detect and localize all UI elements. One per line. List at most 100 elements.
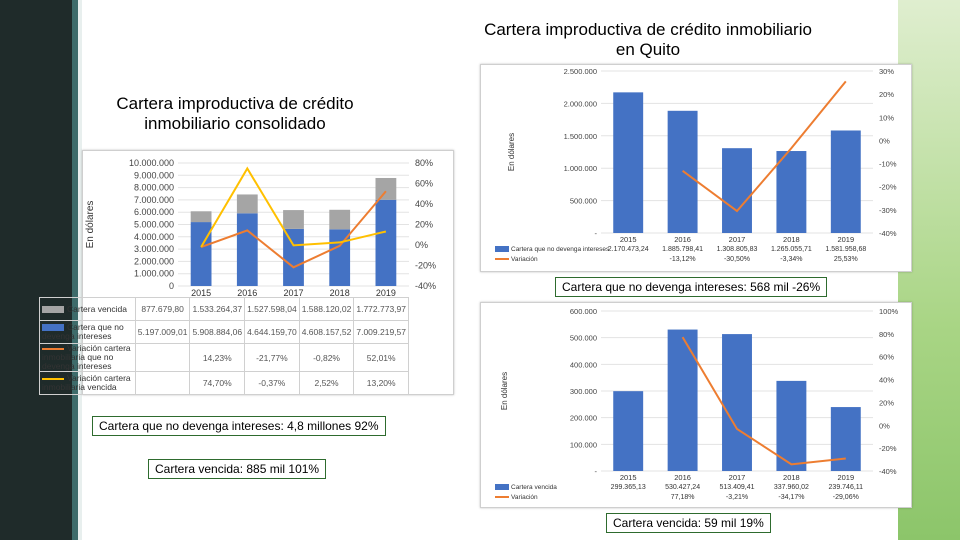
data-label: -3,21% <box>726 494 748 501</box>
bar <box>283 210 304 229</box>
y-tick-label: - <box>595 229 598 238</box>
bar <box>329 209 351 230</box>
y-tick-label: 10.000.000 <box>129 158 174 168</box>
y2-tick-label: 0% <box>879 136 890 145</box>
x-tick-label: 2015 <box>620 473 637 482</box>
title-quito: Cartera improductiva de crédito inmobili… <box>484 20 812 59</box>
y-tick-label: 1.000.000 <box>564 164 597 173</box>
table-row: Cartera vencida 877.679,80 1.533.264,37 1.5… <box>39 297 409 321</box>
bar <box>722 148 752 233</box>
y-axis-label: En dólares <box>500 372 509 410</box>
data-label: -30,50% <box>724 256 750 263</box>
legend-entry: Cartera que no devenga intereses <box>39 320 136 344</box>
table-cell: 1.527.598,04 <box>244 297 300 321</box>
series-line <box>200 166 387 248</box>
table-cell: 2,52% <box>298 371 355 395</box>
legend-entry: Variación cartera inmobiliaria vencida <box>39 371 136 395</box>
bar <box>236 213 258 286</box>
table-cell <box>134 371 191 395</box>
y-tick-label: 600.000 <box>570 307 597 316</box>
y-tick-label: - <box>595 467 598 476</box>
data-label: -13,12% <box>670 256 696 263</box>
y2-tick-label: 80% <box>879 330 894 339</box>
y-axis-label: En dólares <box>85 201 96 249</box>
table-cell: 5.197.009,01 <box>134 320 191 344</box>
legend-label: Cartera vencida <box>67 303 128 314</box>
bar <box>613 92 644 233</box>
y2-tick-label: 20% <box>879 90 894 99</box>
bar <box>375 199 397 286</box>
y2-tick-label: 0% <box>879 421 890 430</box>
data-label: 513.409,41 <box>719 484 754 491</box>
y2-tick-label: -40% <box>879 467 897 476</box>
caption-vencida-quito: Cartera vencida: 59 mil 19% <box>606 513 771 533</box>
table-cell: 1.772.773,97 <box>353 297 409 321</box>
table-cell: 14,23% <box>189 343 246 372</box>
table-cell: -0,82% <box>298 343 355 372</box>
data-label: 1.308.805,83 <box>717 246 758 253</box>
y-tick-label: 8.000.000 <box>134 183 174 193</box>
y-tick-label: 3.000.000 <box>134 244 174 254</box>
bar <box>283 228 304 286</box>
table-cell: 74,70% <box>189 371 246 395</box>
bar <box>667 329 698 471</box>
y-tick-label: 500.000 <box>570 197 597 206</box>
left-dark-panel <box>0 0 72 540</box>
legend-swatch <box>495 246 509 252</box>
legend-entry: Cartera vencida <box>39 297 136 321</box>
x-tick-label: 2017 <box>729 235 746 244</box>
table-cell: 1.588.120,02 <box>298 297 355 321</box>
data-label: 530.427,24 <box>665 484 700 491</box>
bar <box>830 130 861 233</box>
data-label: 25,53% <box>834 256 858 263</box>
bar <box>375 177 397 200</box>
table-row: Variación cartera inmobiliaria vencida 74… <box>39 371 409 395</box>
y2-tick-label: 80% <box>415 158 433 168</box>
table-row: Variación cartera inmobiliaria que no de… <box>39 343 409 372</box>
chart-quito-vencida-svg: 600.000 500.000 400.000 300.000 200.000 100.0… <box>495 307 899 501</box>
table-cell: -21,77% <box>244 343 300 372</box>
legend-entry: Cartera vencida <box>511 484 557 491</box>
x-tick-label: 2018 <box>783 473 800 482</box>
y2-tick-label: -10% <box>879 160 897 169</box>
title-consolidado: Cartera improductiva de crédito inmobili… <box>116 94 354 133</box>
x-tick-label: 2015 <box>620 235 637 244</box>
x-tick-label: 2018 <box>330 288 350 298</box>
legend-entry: Cartera que no devenga intereses <box>511 246 610 253</box>
y-tick-label: 5.000.000 <box>134 220 174 230</box>
bar <box>190 222 212 286</box>
y-tick-label: 300.000 <box>570 387 597 396</box>
y-tick-label: 2.000.000 <box>564 99 597 108</box>
series-line <box>681 336 846 466</box>
y2-tick-label: 0% <box>415 240 428 250</box>
y-tick-label: 7.000.000 <box>134 195 174 205</box>
table-cell: 7.009.219,57 <box>353 320 409 344</box>
x-tick-label: 2016 <box>674 473 691 482</box>
series-line <box>682 80 847 213</box>
y2-tick-label: -20% <box>879 183 897 192</box>
caption-no-devenga-consolidado: Cartera que no devenga intereses: 4,8 mi… <box>92 416 386 436</box>
y2-tick-label: 40% <box>879 376 894 385</box>
data-label: -29,06% <box>833 494 859 501</box>
y-tick-label: 500.000 <box>570 334 597 343</box>
y-tick-label: 9.000.000 <box>134 170 174 180</box>
table-cell: -0,37% <box>244 371 300 395</box>
legend-entry: Variación <box>511 494 538 501</box>
y-tick-label: 100.000 <box>570 440 597 449</box>
table-cell: 1.533.264,37 <box>189 297 246 321</box>
y2-tick-label: 20% <box>879 398 894 407</box>
y-tick-label: 2.500.000 <box>564 67 597 76</box>
left-light-stripe <box>78 0 82 540</box>
y2-tick-label: 40% <box>415 199 433 209</box>
x-tick-label: 2017 <box>729 473 746 482</box>
legend-swatch <box>42 347 64 350</box>
table-row: Cartera que no devenga intereses 5.197.00… <box>39 320 409 344</box>
y2-tick-label: -20% <box>415 261 436 271</box>
legend-swatch <box>42 305 64 313</box>
y2-tick-label: -40% <box>415 281 436 291</box>
y2-tick-label: 20% <box>415 220 433 230</box>
x-tick-label: 2016 <box>237 288 257 298</box>
data-label: 1.265.055,71 <box>771 246 812 253</box>
chart-quito-vencida: 600.000 500.000 400.000 300.000 200.000 100.0… <box>480 302 912 508</box>
y-tick-label: 6.000.000 <box>134 207 174 217</box>
